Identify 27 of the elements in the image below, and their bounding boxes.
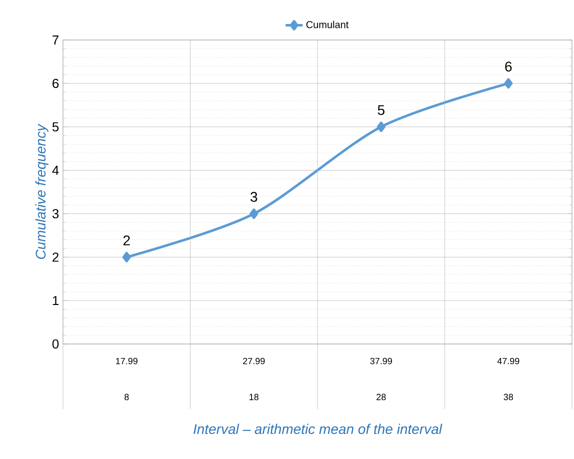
y-axis-title: Cumulative frequency [35,124,48,259]
legend-label: Cumulant [306,20,349,28]
point [122,252,131,262]
point [376,122,386,132]
y-tick-label: 5 [52,122,59,132]
x-axis-title: Interval – arithmetic mean of the interval [194,424,442,434]
y-tick-label: 7 [52,36,58,44]
data-label: 5 [378,105,384,115]
text: 8 [124,394,129,400]
x-tick-label: 17.99 [116,358,138,364]
data-label: 2 [123,235,130,246]
text: 38 [504,394,513,400]
point [504,78,513,89]
point [250,208,258,219]
text: 28 [376,394,386,400]
x-tick-label: 47.99 [497,358,520,364]
y-tick-label: 4 [52,166,59,175]
y-tick-label: 6 [52,78,59,88]
y-tick-label: 1 [52,296,59,306]
data-label: 6 [505,62,512,72]
text: 18 [250,394,258,400]
y-tick-label: 3 [52,209,59,218]
x-tick-label: 27.99 [243,358,265,364]
y-tick-label: 2 [52,252,58,262]
data-label: 3 [250,192,258,202]
y-tick-label: 0 [52,339,59,349]
x-tick-label: 37.99 [370,358,392,364]
